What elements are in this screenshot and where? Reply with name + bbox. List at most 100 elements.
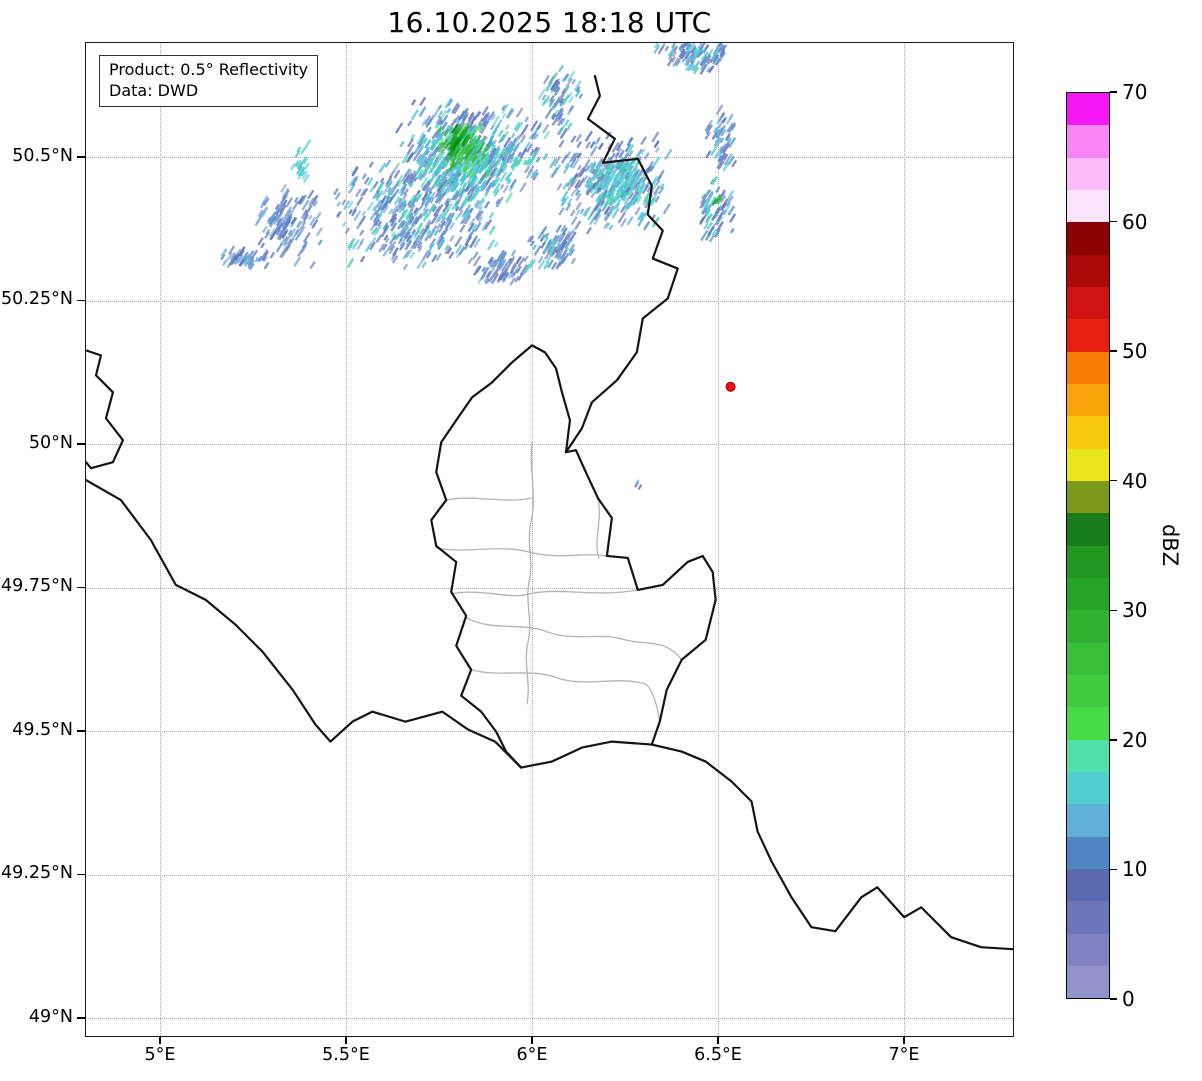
radar-echo-pixel — [250, 249, 259, 261]
radar-echo-pixel — [487, 256, 494, 265]
radar-echo-pixel — [285, 197, 294, 208]
radar-echo-pixel — [501, 130, 509, 142]
radar-echo-pixel — [572, 152, 580, 162]
radar-echo-pixel — [428, 238, 437, 249]
radar-echo-pixel — [468, 207, 474, 214]
radar-echo-pixel — [451, 190, 460, 201]
radar-echo-pixel — [380, 195, 387, 204]
radar-echo-pixel — [289, 228, 297, 238]
radar-echo-pixel — [366, 201, 374, 211]
radar-echo-pixel — [722, 161, 730, 172]
radar-echo-pixel — [555, 107, 564, 118]
radar-echo-pixel — [623, 152, 630, 160]
radar-echo-pixel — [551, 113, 557, 121]
radar-echo-pixel — [559, 117, 566, 126]
radar-echo-pixel — [492, 152, 500, 164]
radar-echo-pixel — [257, 209, 264, 218]
radar-echo-pixel — [376, 209, 385, 221]
radar-echo-pixel — [593, 181, 601, 191]
radar-echo-pixel — [401, 208, 409, 219]
radar-echo-pixel — [341, 199, 347, 206]
radar-echo-pixel — [507, 143, 516, 155]
radar-echo-pixel — [690, 58, 696, 65]
radar-echo-pixel — [526, 143, 533, 153]
radar-echo-pixel — [440, 216, 447, 224]
radar-echo-pixel — [408, 180, 414, 187]
radar-echo-pixel — [472, 251, 479, 260]
radar-echo-pixel — [308, 197, 315, 206]
radar-echo-pixel — [501, 261, 509, 272]
radar-echo-pixel — [483, 120, 490, 128]
radar-echo-pixel — [589, 215, 597, 226]
radar-echo-pixel — [399, 242, 406, 251]
radar-echo-pixel — [720, 195, 727, 204]
radar-echo-pixel — [257, 237, 264, 246]
radar-echo-pixel — [599, 173, 605, 181]
radar-echo-pixel — [551, 73, 557, 80]
radar-echo-pixel — [470, 153, 478, 162]
radar-echo-pixel — [568, 243, 576, 253]
radar-echo-pixel — [499, 148, 506, 157]
colorbar-segment — [1067, 351, 1109, 384]
radar-echo-pixel — [576, 152, 582, 160]
radar-echo-pixel — [667, 51, 675, 61]
radar-echo-pixel — [347, 237, 356, 249]
radar-echo-pixel — [269, 251, 276, 259]
radar-echo-pixel — [492, 182, 501, 194]
radar-echo-pixel — [468, 113, 475, 123]
radar-echo-pixel — [459, 224, 466, 233]
admin-border — [445, 497, 532, 501]
radar-echo-pixel — [623, 182, 629, 189]
colorbar-segment — [1067, 222, 1109, 255]
radar-echo-pixel — [557, 117, 564, 127]
y-tick-label: 50.25°N — [1, 289, 73, 310]
radar-echo-pixel — [533, 245, 542, 256]
radar-echo-pixel — [566, 70, 576, 82]
colorbar-segment — [1067, 674, 1109, 708]
radar-echo-pixel — [619, 171, 628, 183]
radar-echo-pixel — [561, 227, 568, 235]
radar-echo-pixel — [437, 212, 445, 223]
radar-echo-pixel — [594, 193, 602, 203]
radar-echo-pixel — [377, 220, 383, 227]
radar-echo-pixel — [627, 150, 634, 158]
radar-echo-pixel — [515, 255, 522, 265]
radar-echo-pixel — [645, 166, 652, 173]
radar-echo-pixel — [554, 85, 560, 93]
radar-echo-pixel — [582, 158, 591, 170]
radar-echo-pixel — [455, 244, 463, 254]
radar-echo-pixel — [533, 133, 539, 140]
radar-echo-pixel — [264, 231, 271, 240]
radar-echo-pixel — [616, 161, 623, 171]
radar-echo-pixel — [382, 250, 388, 257]
radar-echo-pixel — [371, 229, 376, 236]
radar-echo-pixel — [666, 57, 674, 67]
admin-border — [435, 547, 608, 557]
colorbar-tick-label: 40 — [1122, 468, 1148, 493]
colorbar-segment — [1067, 448, 1109, 481]
radar-echo-pixel — [469, 132, 475, 141]
radar-echo-pixel — [297, 174, 302, 180]
radar-echo-pixel — [296, 163, 303, 170]
radar-echo-pixel — [462, 210, 471, 222]
country-borders — [86, 74, 1013, 951]
y-tick-label: 49.5°N — [12, 719, 73, 740]
radar-echo-pixel — [494, 166, 503, 178]
radar-echo-pixel — [556, 234, 565, 246]
radar-echo-pixel — [400, 220, 407, 227]
colorbar-tick-mark — [1110, 91, 1117, 93]
radar-echo-pixel — [713, 151, 720, 160]
radar-echo-pixel — [390, 230, 396, 237]
radar-echo-pixel — [468, 229, 476, 238]
radar-echo-pixel — [541, 94, 547, 101]
radar-echo-pixel — [664, 148, 673, 160]
radar-echo-pixel — [426, 196, 433, 206]
colorbar-tick-mark — [1110, 739, 1117, 741]
colorbar-segment — [1067, 254, 1109, 287]
radar-echo-pixel — [298, 221, 307, 232]
radar-echo-pixel — [656, 175, 663, 182]
radar-echo-pixel — [454, 205, 460, 212]
radar-echo-pixel — [570, 257, 577, 265]
radar-echo-pixel — [678, 43, 684, 51]
radar-echo-pixel — [553, 164, 562, 176]
